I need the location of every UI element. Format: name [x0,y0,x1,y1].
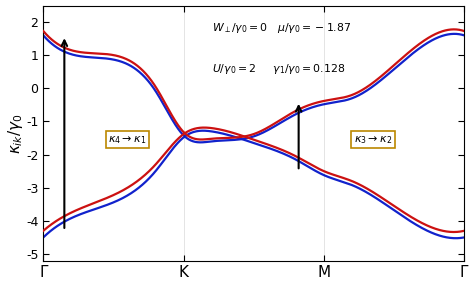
Text: $W_{\perp}/\gamma_0=0$   $\mu/\gamma_0=-1.87$: $W_{\perp}/\gamma_0=0$ $\mu/\gamma_0=-1.… [212,21,351,35]
Text: $\kappa_3\rightarrow\kappa_2$: $\kappa_3\rightarrow\kappa_2$ [354,134,392,146]
Text: $\kappa_4\rightarrow\kappa_1$: $\kappa_4\rightarrow\kappa_1$ [109,134,146,146]
Text: $U/\gamma_0=2$     $\gamma_1/\gamma_0=0.128$: $U/\gamma_0=2$ $\gamma_1/\gamma_0=0.128$ [212,62,345,76]
Y-axis label: $\kappa_{ik}/\gamma_0$: $\kappa_{ik}/\gamma_0$ [6,113,25,154]
